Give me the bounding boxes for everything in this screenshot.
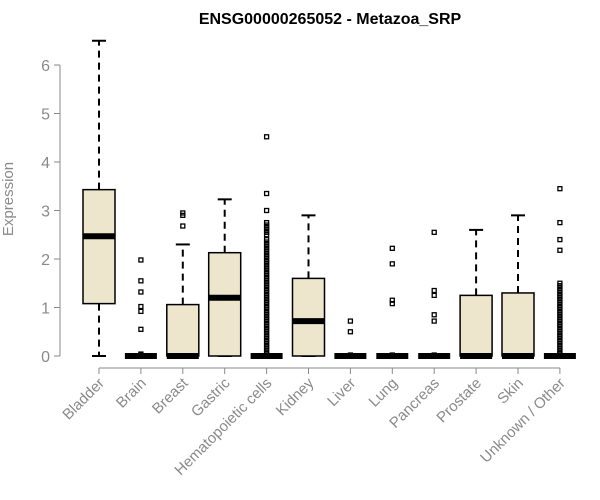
outlier-point (557, 247, 563, 253)
box-group-hematopoietic-cells (250, 134, 283, 359)
outlier-point (389, 297, 395, 303)
outlier-point (138, 326, 144, 332)
outlier-point (138, 289, 144, 295)
y-tick-label: 6 (41, 58, 50, 75)
outlier-point (557, 186, 563, 192)
box-group-lung (376, 245, 409, 359)
box (207, 251, 242, 357)
outlier-point (138, 351, 144, 357)
outlier-point (138, 278, 144, 284)
outlier-point (263, 134, 270, 140)
box (82, 188, 116, 305)
y-tick-label: 4 (41, 155, 50, 172)
x-tick-label: Breast (149, 374, 192, 417)
outlier-point (263, 219, 270, 226)
y-tick-label: 5 (41, 107, 50, 124)
outlier-point (138, 308, 144, 315)
x-tick-label: Kidney (273, 374, 318, 419)
y-tick-label: 3 (41, 204, 50, 221)
box-group-skin (501, 214, 535, 359)
box-group-unknown-other (543, 186, 576, 359)
y-axis-label: Expression (0, 162, 17, 236)
y-tick-label: 1 (41, 301, 50, 318)
outlier-point (557, 236, 563, 243)
plot-area (82, 39, 576, 359)
box (291, 277, 326, 357)
x-tick-label: Lung (366, 375, 402, 411)
box-group-breast (166, 210, 200, 359)
outlier-point (138, 257, 144, 263)
box-group-gastric (207, 198, 242, 357)
x-tick-label: Prostate (433, 375, 485, 427)
outlier-point (431, 318, 437, 324)
box-group-pancreas (418, 229, 451, 359)
outlier-point (180, 223, 186, 229)
outlier-point (263, 190, 270, 197)
outlier-point (138, 303, 144, 310)
x-tick-label: Liver (324, 375, 359, 410)
box (501, 292, 535, 357)
outlier-point (263, 207, 270, 214)
x-tick-label: Skin (494, 375, 527, 408)
box-group-brain (124, 257, 157, 359)
y-tick-label: 0 (41, 349, 50, 366)
box (166, 303, 200, 357)
chart-title: ENSG00000265052 - Metazoa_SRP (199, 11, 462, 28)
y-tick-label: 2 (41, 252, 50, 269)
outlier-point (431, 312, 437, 318)
outlier-point (263, 236, 270, 243)
box-group-liver (334, 318, 367, 359)
x-tick-label: Brain (113, 375, 150, 412)
outlier-point (180, 210, 186, 216)
box-group-bladder (82, 39, 116, 357)
outlier-point (347, 352, 354, 358)
outlier-point (431, 287, 437, 294)
outlier-point (431, 352, 437, 358)
box (459, 294, 493, 357)
outlier-point (557, 280, 563, 286)
outlier-point (389, 245, 395, 251)
axes: 0 1 2 3 4 5 6 (41, 58, 561, 374)
outlier-point (431, 229, 437, 235)
outlier-point (347, 329, 354, 335)
outlier-point (347, 318, 354, 324)
outlier-point (557, 219, 563, 226)
outlier-point (389, 352, 395, 358)
box-group-kidney (291, 214, 326, 357)
x-tick-label: Bladder (59, 375, 108, 424)
outlier-point (431, 292, 437, 299)
box-group-prostate (459, 228, 493, 359)
outlier-point (389, 261, 395, 267)
